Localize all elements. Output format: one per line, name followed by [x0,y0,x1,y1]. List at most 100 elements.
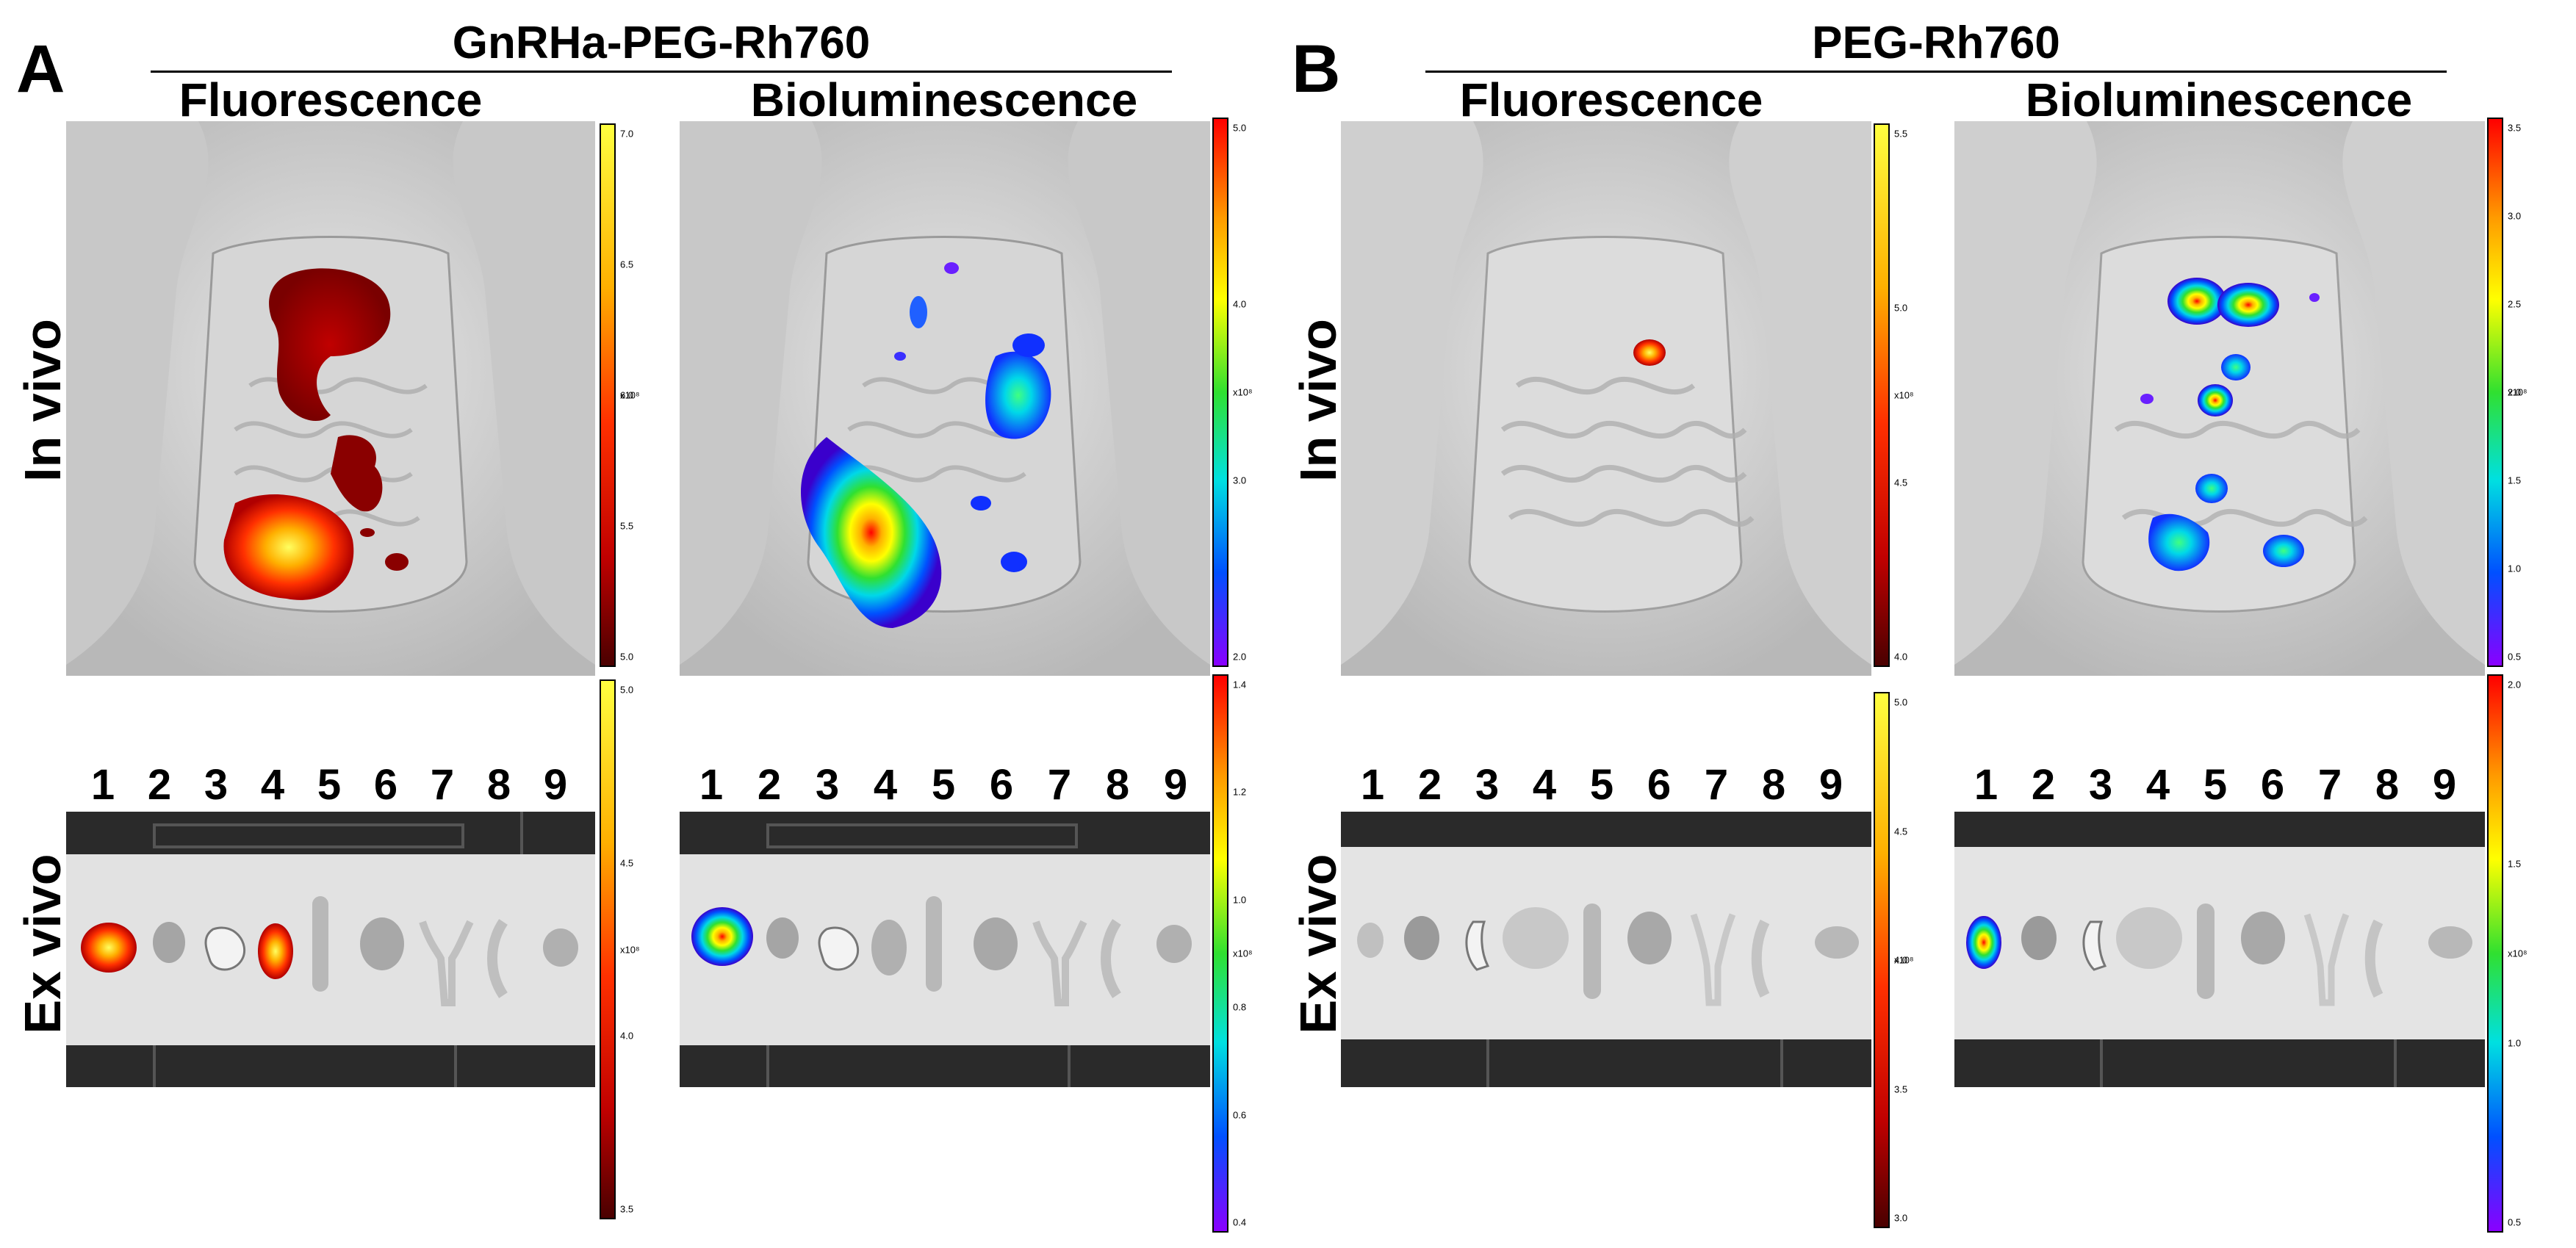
organ-number-6: 6 [373,761,398,809]
organ-number-5: 5 [2203,761,2228,809]
scale-unit-label: x10⁸ [1233,386,1253,398]
scale-tick-label: 4.0 [1894,954,1908,966]
scale-tick-label: 2.0 [2508,386,2522,398]
organ-number-2: 2 [2031,761,2056,809]
organ-number-4: 4 [260,761,285,809]
scale-tick-label: 3.0 [1233,475,1247,486]
organ-number-9: 9 [1818,761,1843,809]
scale-unit-label: x10⁸ [1894,954,1914,966]
scale-tick-label: 0.8 [1233,1001,1247,1013]
column-title-fluorescence-b: Fluorescence [1459,73,1763,126]
organ-number-3: 3 [815,761,840,809]
ex-vivo-fluorescence-image-b [1341,812,1871,1087]
scale-tick-label: 4.5 [1894,826,1908,837]
scale-unit-label: x10⁸ [620,944,640,955]
scale-tick-label: 2.0 [1233,651,1247,663]
organ-number-5: 5 [931,761,956,809]
scale-tick-label: 4.0 [620,1030,634,1042]
organ-number-3: 3 [2088,761,2113,809]
scale-tick-label: 5.0 [1894,302,1908,314]
column-title-bioluminescence-b: Bioluminescence [2025,73,2413,126]
color-scale-bar-B-exvivo-fluor [1874,692,1890,1228]
scale-unit-label: x10⁸ [2508,386,2528,398]
organ-number-8: 8 [1761,761,1786,809]
organ-number-1: 1 [90,761,115,809]
row-label-ex-vivo-b: Ex vivo [1289,854,1347,1034]
organ-number-7: 7 [430,761,455,809]
scale-tick-label: 3.5 [620,1203,634,1215]
scale-tick-label: 3.0 [1894,1212,1908,1224]
organ-number-4: 4 [873,761,898,809]
column-title-bioluminescence-a: Bioluminescence [750,73,1138,126]
organ-number-6: 6 [2260,761,2285,809]
panel-a-letter: A [16,32,65,107]
in-vivo-fluorescence-image-b [1341,121,1871,676]
ex-vivo-bioluminescence-image-b [1954,812,2485,1087]
in-vivo-fluorescence-image-a [66,121,595,676]
scale-tick-label: 5.0 [1894,696,1908,708]
organ-number-3: 3 [204,761,229,809]
panel-b-letter: B [1292,32,1341,107]
color-scale-bar-B-invivo-biolum [2487,118,2503,667]
organ-number-4: 4 [1532,761,1557,809]
organ-number-8: 8 [2375,761,2400,809]
in-vivo-bioluminescence-image-b [1954,121,2485,676]
scale-unit-label: x10⁸ [1233,948,1253,959]
scale-tick-label: 7.0 [620,128,634,140]
organ-number-1: 1 [699,761,724,809]
organ-number-7: 7 [1704,761,1729,809]
color-scale-bar-B-exvivo-biolum [2487,674,2503,1233]
scale-tick-label: 1.0 [2508,1037,2522,1049]
panel-b-title: PEG-Rh760 [1812,18,2060,68]
organ-number-7: 7 [2317,761,2342,809]
row-label-ex-vivo-a: Ex vivo [14,854,71,1034]
in-vivo-bioluminescence-image-a [680,121,1210,676]
organ-number-2: 2 [757,761,782,809]
organ-number-4: 4 [2145,761,2170,809]
scale-tick-label: 3.5 [1894,1083,1908,1094]
scale-tick-label: 5.0 [620,684,634,696]
scale-tick-label: 4.5 [1894,477,1908,488]
organ-number-7: 7 [1047,761,1072,809]
color-scale-bar-A-exvivo-fluor [600,679,616,1219]
color-scale-bar-A-invivo-biolum [1212,118,1228,667]
organ-number-2: 2 [147,761,172,809]
scale-tick-label: 3.0 [2508,210,2522,222]
organ-number-1: 1 [1974,761,1998,809]
scale-tick-label: 5.0 [1233,122,1247,134]
organ-number-8: 8 [1105,761,1130,809]
scale-tick-label: 1.4 [1233,679,1247,690]
scale-tick-label: 4.5 [620,857,634,869]
scale-tick-label: 5.5 [1894,128,1908,140]
ex-vivo-fluorescence-image-a [66,812,595,1087]
panel-a-title: GnRHa-PEG-Rh760 [452,18,871,68]
organ-number-9: 9 [1163,761,1188,809]
scale-tick-label: 4.0 [1894,651,1908,663]
scale-tick-label: 1.2 [1233,786,1247,798]
scale-unit-label: x10⁸ [2508,948,2528,959]
organ-number-6: 6 [989,761,1014,809]
scale-tick-label: 4.0 [1233,298,1247,310]
organ-number-9: 9 [543,761,568,809]
scale-tick-label: 6.0 [620,389,634,401]
scale-tick-label: 1.0 [2508,563,2522,574]
scale-tick-label: 1.0 [1233,894,1247,906]
color-scale-bar-B-invivo-fluor [1874,123,1890,667]
scale-tick-label: 0.5 [2508,651,2522,663]
column-title-fluorescence-a: Fluorescence [179,73,483,126]
scale-tick-label: 5.5 [620,520,634,532]
color-scale-bar-A-exvivo-biolum [1212,674,1228,1233]
row-label-in-vivo-b: In vivo [1289,319,1347,482]
ex-vivo-bioluminescence-image-a [680,812,1210,1087]
row-label-in-vivo-a: In vivo [14,319,71,482]
scale-tick-label: 0.6 [1233,1109,1247,1121]
organ-number-6: 6 [1647,761,1672,809]
scale-tick-label: 2.5 [2508,298,2522,310]
scale-tick-label: 1.5 [2508,475,2522,486]
panel-a-rule [151,71,1172,73]
scale-tick-label: 5.0 [620,651,634,663]
organ-number-5: 5 [1589,761,1614,809]
organ-number-2: 2 [1417,761,1442,809]
panel-b-rule [1425,71,2447,73]
scale-tick-label: 6.5 [620,259,634,270]
